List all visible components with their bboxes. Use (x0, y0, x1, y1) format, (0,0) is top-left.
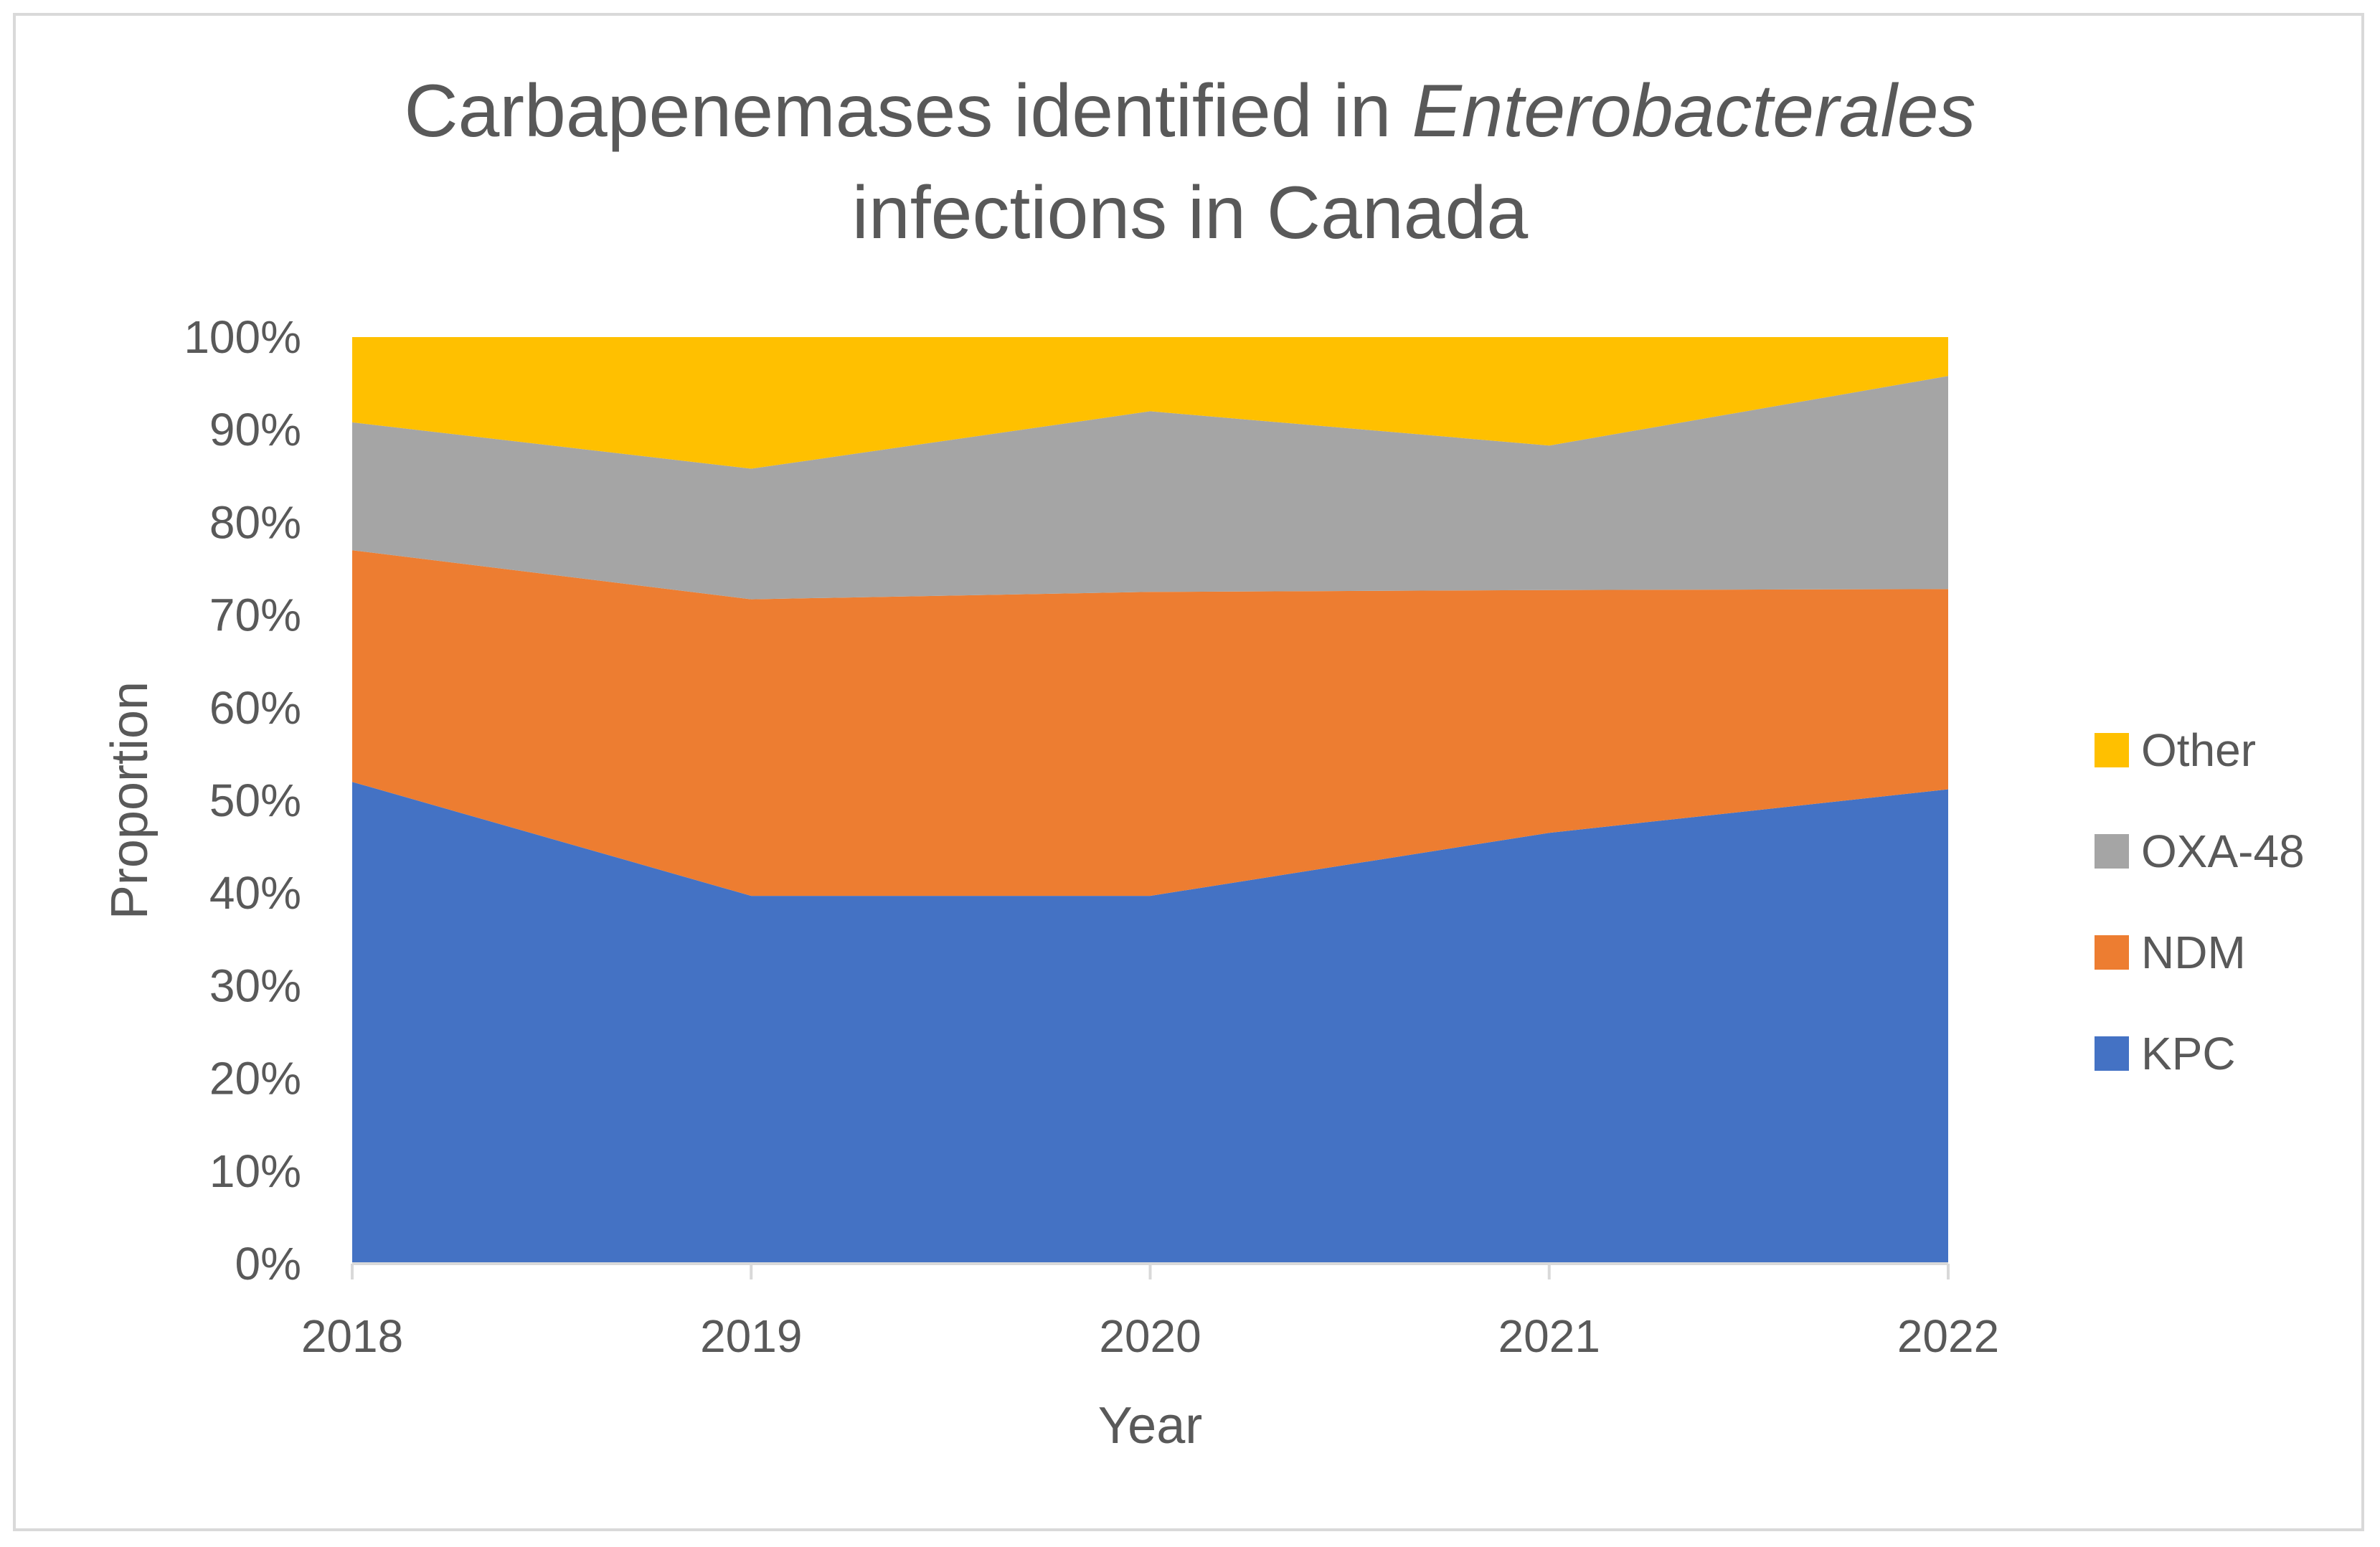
area-other (352, 337, 1948, 469)
area-ndm (352, 550, 1948, 896)
y-tick-label: 50% (209, 775, 301, 826)
legend-swatch-ndm (2095, 935, 2129, 970)
x-tick-labels: 2018 2019 2020 2021 2022 (301, 1310, 1999, 1362)
legend-swatch-other (2095, 733, 2129, 767)
axes (351, 1262, 1950, 1279)
legend-swatch-oxa-48 (2095, 834, 2129, 869)
legend-label-oxa-48: OXA-48 (2141, 825, 2305, 877)
y-tick-label: 0% (235, 1238, 302, 1290)
y-tick-label: 20% (209, 1053, 301, 1104)
x-tick-label: 2020 (1099, 1310, 1201, 1362)
y-tick-label: 30% (209, 960, 301, 1011)
x-tick-label: 2021 (1498, 1310, 1600, 1362)
y-tick-label: 60% (209, 682, 301, 734)
y-tick-label: 100% (184, 311, 301, 363)
chart-title-italic: Enterobacterales (1412, 70, 1975, 153)
x-axis-title: Year (1098, 1397, 1202, 1454)
y-tick-labels: 0% 10% 20% 30% 40% 50% 60% 70% 80% 90% 100% (184, 311, 301, 1290)
chart-title-line1: Carbapenemases identified in Enterobacte… (404, 70, 1975, 153)
chart-title: Carbapenemases identified in Enterobacte… (404, 70, 1975, 255)
legend-label-kpc: KPC (2141, 1028, 2236, 1079)
y-tick-label: 10% (209, 1145, 301, 1197)
x-tick-label: 2019 (700, 1310, 802, 1362)
x-tick-label: 2018 (301, 1310, 403, 1362)
y-axis-title: Proportion (101, 681, 159, 919)
legend-label-other: Other (2141, 724, 2256, 776)
y-tick-label: 70% (209, 590, 301, 641)
area-layer (352, 337, 1948, 1264)
area-kpc (352, 782, 1948, 1264)
area-oxa-48 (352, 376, 1948, 600)
chart-title-prefix: Carbapenemases identified in (404, 70, 1412, 153)
legend: Other OXA-48 NDM KPC (2095, 724, 2305, 1079)
legend-label-ndm: NDM (2141, 927, 2246, 978)
y-tick-label: 90% (209, 404, 301, 455)
y-tick-label: 40% (209, 867, 301, 919)
legend-swatch-kpc (2095, 1036, 2129, 1071)
chart-title-line2: infections in Canada (852, 171, 1529, 255)
x-tick-label: 2022 (1897, 1310, 1999, 1362)
y-tick-label: 80% (209, 496, 301, 548)
